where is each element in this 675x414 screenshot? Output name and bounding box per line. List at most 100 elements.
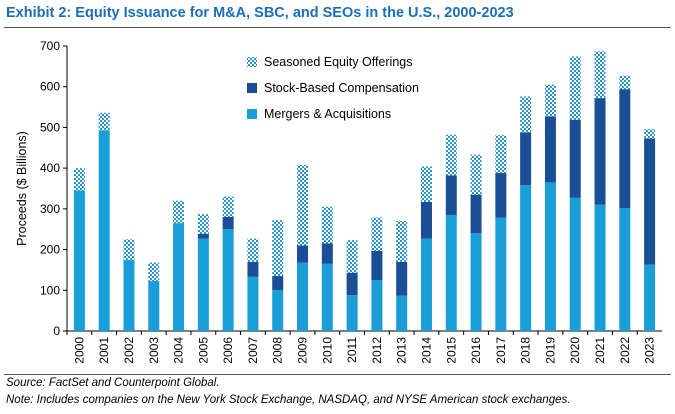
- y-tick-label: 200: [40, 243, 60, 257]
- mergers-acquisitions-bar: [148, 280, 160, 331]
- seasoned-equity-offerings-bar: [569, 56, 581, 120]
- mergers-acquisitions-bar: [544, 182, 556, 331]
- y-tick-label: 300: [40, 202, 60, 216]
- equity-issuance-chart: 0 100 200 300 400 500 600 700 Proceeds ($ Billio…: [15, 39, 662, 364]
- stock-based-compensation-bar: [520, 132, 532, 186]
- mergers-acquisitions-bar: [420, 238, 432, 331]
- mergers-acquisitions-bar: [272, 290, 284, 331]
- mergers-acquisitions-bar: [173, 223, 185, 331]
- x-tick-label: 2013: [395, 337, 409, 364]
- legend-label: Stock-Based Compensation: [264, 81, 419, 95]
- mergers-acquisitions-bar: [520, 185, 532, 331]
- stock-based-compensation-bar: [247, 261, 259, 277]
- stock-based-compensation-bar: [420, 201, 432, 239]
- mergers-acquisitions-bar: [321, 263, 333, 331]
- stock-based-compensation-bar: [445, 175, 457, 215]
- seasoned-equity-offerings-bar: [148, 262, 160, 281]
- mergers-acquisitions-bar: [569, 197, 581, 331]
- mergers-acquisitions-bar: [470, 233, 482, 331]
- x-tick-label: 2019: [543, 337, 557, 364]
- seasoned-equity-offerings-bar: [371, 217, 383, 251]
- x-tick-label: 2006: [221, 337, 235, 364]
- stock-based-compensation-bar: [544, 116, 556, 183]
- y-tick-label: 600: [40, 80, 60, 94]
- x-tick-label: 2002: [122, 337, 136, 364]
- x-tick-label: 2016: [469, 337, 483, 364]
- y-tick-label: 100: [40, 283, 60, 297]
- seasoned-equity-offerings-bar: [197, 214, 209, 234]
- seasoned-equity-offerings-bar: [247, 238, 259, 262]
- seasoned-equity-offerings-bar: [495, 135, 507, 174]
- seasoned-equity-offerings-bar: [173, 200, 185, 224]
- y-axis-label: Proceeds ($ Billions): [15, 131, 29, 246]
- x-tick-label: 2007: [246, 337, 260, 364]
- seasoned-equity-offerings-bar: [222, 196, 234, 217]
- mergers-acquisitions-bar: [222, 229, 234, 331]
- x-tick-label: 2022: [618, 337, 632, 364]
- mergers-acquisitions-bar: [297, 262, 309, 331]
- y-tick-label: 700: [40, 39, 60, 53]
- y-tick-label: 400: [40, 161, 60, 175]
- title-divider: [4, 27, 671, 28]
- seasoned-equity-offerings-bar: [297, 164, 309, 246]
- seasoned-equity-offerings-bar: [321, 206, 333, 244]
- mergers-acquisitions-bar: [644, 264, 656, 331]
- seasoned-equity-offerings-bar: [619, 75, 631, 90]
- seasoned-equity-offerings-bar: [346, 240, 358, 273]
- x-tick-label: 2021: [593, 337, 607, 364]
- stock-based-compensation-bar: [346, 272, 358, 296]
- x-tick-label: 2003: [147, 337, 161, 364]
- stock-based-compensation-bar: [619, 89, 631, 209]
- seasoned-equity-offerings-bar: [594, 51, 606, 99]
- mergers-acquisitions-bar: [197, 238, 209, 331]
- x-tick-label: 2011: [345, 337, 359, 363]
- stock-based-compensation-bar: [222, 217, 234, 230]
- x-tick-label: 2010: [320, 337, 334, 364]
- stock-based-compensation-bar: [297, 245, 309, 263]
- footnote: Note: Includes companies on the New York…: [6, 394, 571, 406]
- x-tick-label: 2018: [519, 337, 533, 364]
- mergers-acquisitions-bar: [445, 214, 457, 331]
- mergers-acquisitions-bar: [495, 217, 507, 331]
- plot-area: 0 100 200 300 400 500 600 700 Proceeds ($ Billio…: [15, 39, 662, 364]
- x-tick-label: 2017: [494, 337, 508, 364]
- stock-based-compensation-bar: [569, 119, 581, 198]
- mergers-acquisitions-bar: [346, 295, 358, 331]
- seasoned-equity-offerings-bar: [73, 168, 85, 191]
- y-tick-label: 0: [53, 324, 60, 338]
- x-tick-label: 2014: [419, 337, 433, 364]
- x-tick-label: 2023: [643, 337, 657, 364]
- mergers-acquisitions-bar: [98, 130, 110, 331]
- seasoned-equity-offerings-bar: [520, 96, 532, 133]
- stock-based-compensation-bar: [644, 138, 656, 265]
- stock-based-compensation-bar: [495, 173, 507, 218]
- x-tick-label: 2020: [568, 337, 582, 364]
- seasoned-equity-offerings-bar: [123, 239, 135, 260]
- x-tick-label: 2000: [72, 337, 86, 364]
- mergers-acquisitions-bar: [123, 259, 135, 331]
- stock-based-compensation-bar: [197, 233, 209, 239]
- x-tick-label: 2001: [97, 337, 111, 364]
- x-tick-label: 2004: [172, 337, 186, 364]
- y-tick-label: 500: [40, 120, 60, 134]
- x-tick-label: 2012: [370, 337, 384, 364]
- stock-based-compensation-bar: [321, 243, 333, 264]
- stock-based-compensation-bar: [594, 98, 606, 205]
- seasoned-equity-offerings-bar: [272, 220, 284, 277]
- seasoned-equity-offerings-bar: [396, 221, 408, 262]
- x-tick-label: 2015: [444, 337, 458, 364]
- mergers-acquisitions-bar: [396, 295, 408, 331]
- x-tick-label: 2005: [196, 337, 210, 364]
- mergers-acquisitions-bar: [247, 276, 259, 331]
- mergers-acquisitions-bar: [73, 190, 85, 331]
- source-note: Source: FactSet and Counterpoint Global.: [6, 377, 220, 389]
- seasoned-equity-offerings-bar: [544, 84, 556, 117]
- stock-based-compensation-bar: [272, 276, 284, 291]
- mergers-acquisitions-bar: [371, 280, 383, 331]
- seasoned-equity-offerings-bar: [644, 129, 656, 139]
- x-tick-label: 2008: [271, 337, 285, 364]
- x-tick-label: 2009: [296, 337, 310, 364]
- stock-based-compensation-bar: [396, 261, 408, 296]
- legend-swatch: [247, 109, 257, 119]
- seasoned-equity-offerings-bar: [420, 166, 432, 202]
